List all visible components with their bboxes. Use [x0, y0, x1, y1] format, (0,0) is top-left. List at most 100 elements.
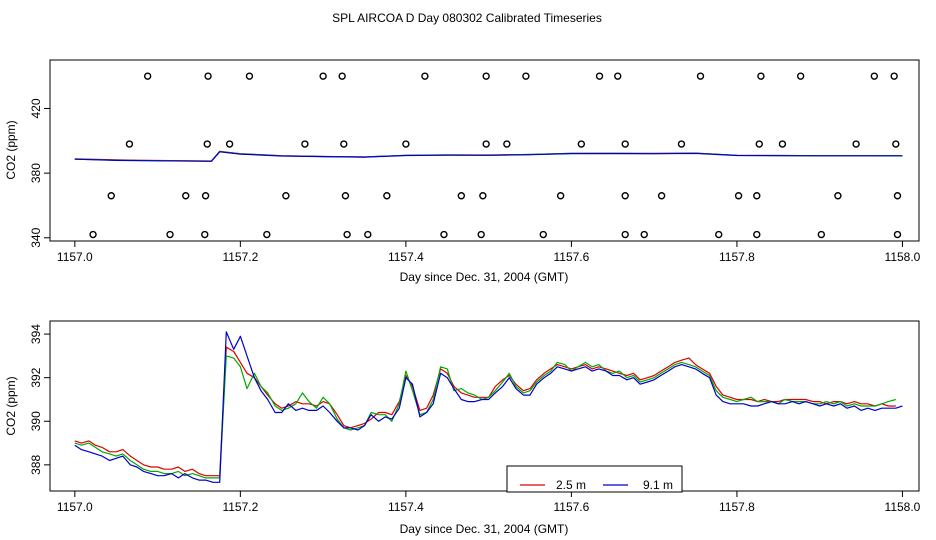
- marker-point: [621, 140, 629, 148]
- marker-point: [522, 72, 530, 80]
- marker-point: [421, 72, 429, 80]
- marker-point: [301, 140, 309, 148]
- marker-point: [893, 230, 902, 239]
- marker-point: [755, 140, 763, 148]
- y-tick-label: 340: [29, 227, 43, 247]
- marker-point: [893, 192, 902, 200]
- marker-point: [203, 140, 211, 148]
- marker-point: [225, 140, 234, 148]
- y-tick-label: 394: [29, 324, 43, 344]
- marker-point: [778, 140, 787, 148]
- marker-point: [402, 140, 410, 148]
- marker-point: [595, 72, 604, 80]
- marker-point: [201, 230, 209, 239]
- marker-point: [383, 192, 391, 200]
- marker-point: [753, 192, 761, 200]
- marker-point: [890, 72, 898, 80]
- y-tick-label: 380: [29, 163, 43, 183]
- x-tick-label: 1157.6: [553, 250, 589, 264]
- marker-point: [107, 192, 115, 200]
- marker-point: [696, 72, 705, 80]
- marker-point: [319, 72, 327, 80]
- x-tick-label: 1158.0: [885, 250, 921, 264]
- x-tick-label: 1157.0: [57, 500, 93, 514]
- x-tick-label: 1157.4: [388, 250, 424, 264]
- top-y-axis-label: CO2 (ppm): [4, 120, 18, 179]
- marker-point: [870, 72, 879, 80]
- top-x-axis-label: Day since Dec. 31, 2004 (GMT): [400, 270, 569, 284]
- marker-point: [89, 230, 97, 239]
- series-line: [74, 151, 903, 162]
- series-line: [74, 331, 903, 483]
- marker-point: [125, 140, 134, 148]
- marker-point: [753, 230, 761, 239]
- legend-label-9-1m: 9.1 m: [643, 478, 673, 492]
- marker-point: [282, 192, 290, 200]
- marker-point: [343, 230, 351, 239]
- marker-point: [340, 140, 348, 148]
- series-line: [74, 346, 896, 477]
- marker-point: [263, 230, 271, 239]
- top-plot-frame: [49, 59, 920, 242]
- marker-point: [657, 192, 666, 200]
- x-tick-label: 1157.6: [553, 500, 589, 514]
- series-line: [74, 355, 896, 479]
- figure-title: SPL AIRCOA D Day 080302 Calibrated Times…: [332, 11, 602, 25]
- x-tick-label: 1157.4: [388, 500, 424, 514]
- y-tick-label: 390: [29, 411, 43, 431]
- marker-point: [796, 72, 805, 80]
- marker-point: [817, 230, 826, 239]
- bottom-x-axis: 1157.0 1157.2 1157.4 1157.6 1157.8 1158.0: [57, 491, 921, 514]
- marker-point: [556, 192, 565, 200]
- marker-point: [364, 230, 372, 239]
- bottom-y-axis: 388 390 392 394: [29, 324, 50, 475]
- x-tick-label: 1157.0: [57, 250, 93, 264]
- bottom-panel: 388 390 392 394 1157.0 1157.2 1157.4 1157.6 115…: [4, 320, 921, 536]
- legend-label-2-5m: 2.5 m: [556, 478, 586, 492]
- marker-point: [577, 140, 586, 148]
- marker-point: [143, 72, 152, 80]
- legend: 2.5 m 9.1 m: [506, 465, 683, 493]
- marker-point: [715, 230, 723, 239]
- marker-point: [457, 192, 466, 200]
- marker-point: [341, 192, 350, 200]
- marker-point: [734, 192, 743, 200]
- marker-point: [440, 230, 448, 239]
- marker-point: [614, 72, 622, 80]
- top-x-axis: 1157.0 1157.2 1157.4 1157.6 1157.8 1158.0: [57, 241, 921, 264]
- marker-point: [477, 230, 485, 239]
- x-tick-label: 1158.0: [885, 500, 921, 514]
- marker-point: [166, 230, 174, 239]
- marker-point: [621, 192, 629, 200]
- y-tick-label: 388: [29, 455, 43, 475]
- x-tick-label: 1157.2: [222, 250, 258, 264]
- marker-point: [677, 140, 686, 148]
- marker-point: [182, 192, 190, 200]
- marker-point: [834, 192, 842, 200]
- top-markers: [89, 72, 902, 239]
- bottom-series: [74, 331, 903, 483]
- marker-point: [757, 72, 765, 80]
- marker-point: [539, 230, 547, 239]
- marker-point: [201, 192, 210, 200]
- y-tick-label: 392: [29, 367, 43, 387]
- marker-point: [640, 230, 648, 239]
- bottom-y-axis-label: CO2 (ppm): [4, 376, 18, 435]
- x-tick-label: 1157.2: [222, 500, 258, 514]
- series-line: [74, 151, 903, 162]
- bottom-x-axis-label: Day since Dec. 31, 2004 (GMT): [400, 522, 569, 536]
- marker-point: [338, 72, 346, 80]
- marker-point: [482, 72, 490, 80]
- marker-point: [245, 72, 254, 80]
- marker-point: [482, 140, 490, 148]
- legend-box: [506, 465, 683, 493]
- marker-point: [479, 192, 487, 200]
- bottom-plot-frame: [49, 320, 920, 492]
- top-series: [74, 150, 903, 162]
- marker-point: [204, 72, 212, 80]
- marker-point: [621, 230, 629, 239]
- marker-point: [503, 140, 511, 148]
- y-tick-label: 420: [29, 98, 43, 118]
- marker-point: [852, 140, 860, 148]
